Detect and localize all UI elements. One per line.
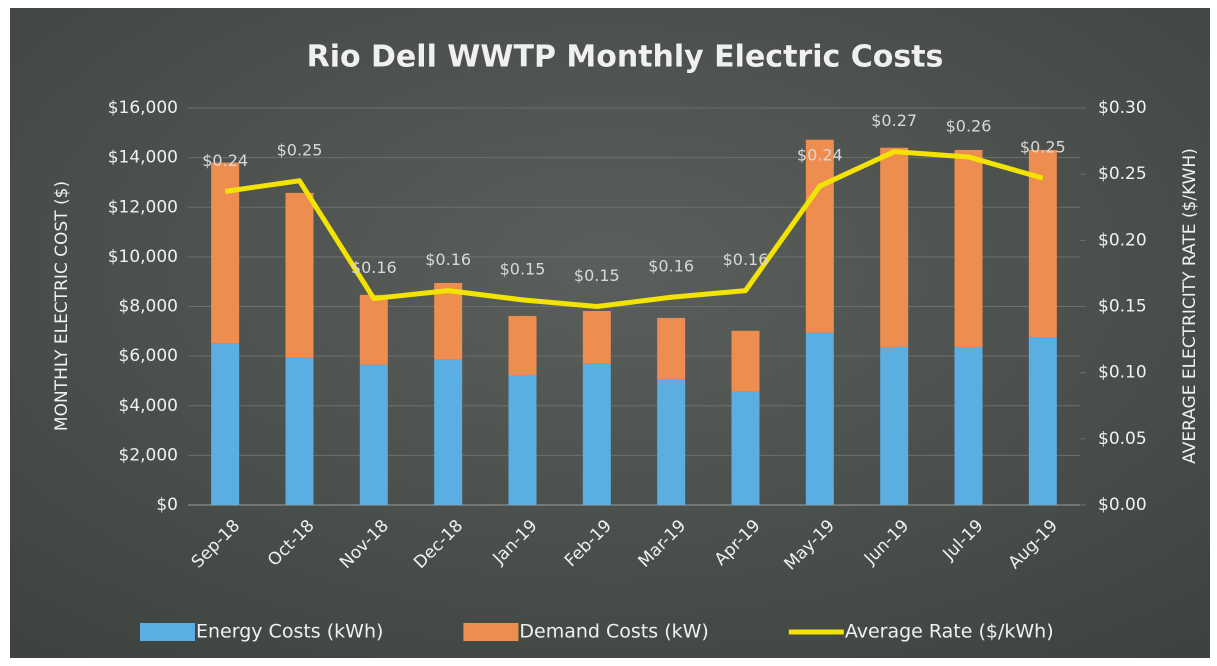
bar-segment [211,162,240,344]
bar-segment [657,378,686,505]
data-label: $0.26 [946,116,992,135]
bar-segment [508,315,537,375]
data-label: $0.24 [202,151,248,170]
legend-swatch [463,623,519,641]
data-label: $0.25 [1020,138,1066,157]
y-tick-label: $6,000 [119,346,178,366]
bar-segment [508,374,537,505]
bar-segment [731,391,760,505]
y-tick-label: $10,000 [108,247,178,267]
data-label: $0.15 [500,259,546,278]
data-label: $0.15 [574,266,620,285]
bar-segment [657,317,686,379]
bar-segment [285,192,314,358]
bar-segment [359,364,388,505]
data-label: $0.27 [871,111,917,130]
y-axis-title: MONTHLY ELECTRIC COST ($) [52,181,72,431]
bar-segment [880,346,909,505]
legend-label: Average Rate ($/kWh) [845,621,1054,643]
y2-tick-label: $0.10 [1098,363,1147,383]
bar-segment [285,357,314,505]
y2-tick-label: $0.05 [1098,429,1147,449]
bar-segment [582,363,611,505]
y2-tick-label: $0.15 [1098,297,1147,317]
bar-segment [211,343,240,505]
data-label: $0.16 [425,250,471,269]
y-tick-label: $4,000 [119,396,178,416]
y-tick-label: $0 [156,495,178,515]
legend-swatch [140,623,195,641]
bar-segment [805,332,834,505]
y-tick-label: $16,000 [108,98,178,118]
data-label: $0.16 [723,250,769,269]
bar-segment [582,310,611,364]
bar-segment [359,294,388,365]
bar-segment [954,346,983,505]
data-label: $0.16 [351,258,397,277]
legend-label: Demand Costs (kW) [519,621,708,643]
legend-label: Energy Costs (kWh) [196,621,383,643]
bar-segment [805,139,834,333]
bar-segment [954,149,983,347]
y2-tick-label: $0.20 [1098,230,1147,250]
rate-line [224,149,1044,309]
y-tick-label: $2,000 [119,445,178,465]
data-label: $0.16 [648,257,694,276]
bar-segment [1028,337,1057,505]
data-label: $0.25 [277,140,323,159]
bar-segment [880,147,909,347]
chart-title: Rio Dell WWTP Monthly Electric Costs [307,40,944,75]
y2-tick-label: $0.30 [1098,98,1147,118]
bar-segment [434,359,463,505]
y2-axis-title: AVERAGE ELECTRICITY RATE ($/KWH) [1180,148,1200,464]
bar-segment [434,282,463,360]
bar-segment [1028,149,1057,338]
y2-tick-label: $0.00 [1098,495,1147,515]
data-label: $0.24 [797,146,843,165]
y-tick-label: $12,000 [108,197,178,217]
y-tick-label: $14,000 [108,148,178,168]
y-tick-label: $8,000 [119,297,178,317]
y2-tick-label: $0.25 [1098,164,1147,184]
bar-segment [731,330,760,392]
